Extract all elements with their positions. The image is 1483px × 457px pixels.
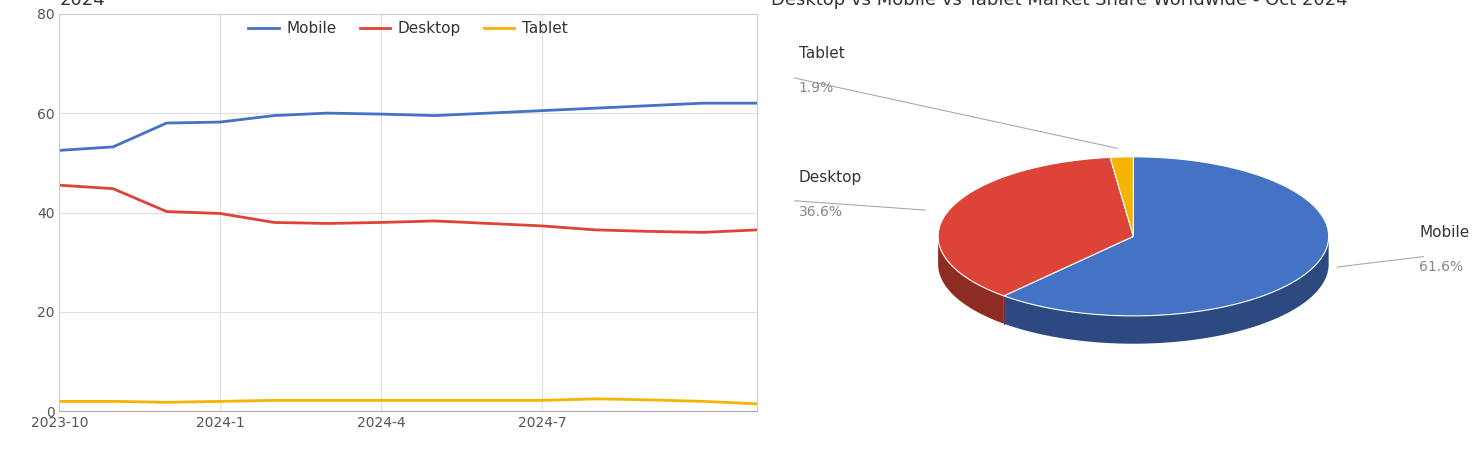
Mobile [265, 113, 283, 118]
Tablet [587, 396, 605, 402]
Tablet [157, 399, 175, 405]
Polygon shape [939, 237, 1004, 324]
Text: 36.6%: 36.6% [799, 205, 842, 218]
Desktop [50, 182, 68, 188]
Desktop [641, 228, 658, 234]
Desktop [747, 227, 765, 233]
Mobile [534, 108, 552, 113]
Tablet [747, 401, 765, 407]
Tablet [372, 398, 390, 403]
Polygon shape [1004, 157, 1329, 316]
Mobile [157, 120, 175, 126]
Text: Desktop vs Mobile vs Tablet Market Share Worldwide Oct 2023 - Oct
2024: Desktop vs Mobile vs Tablet Market Share… [59, 0, 673, 10]
Tablet [426, 398, 443, 403]
Desktop [157, 209, 175, 214]
Text: Mobile: Mobile [1419, 225, 1470, 240]
Mobile [50, 148, 68, 153]
Tablet [534, 398, 552, 403]
Mobile [694, 101, 712, 106]
Text: Tablet: Tablet [799, 47, 844, 61]
Line: Mobile: Mobile [59, 103, 756, 150]
Mobile [426, 113, 443, 118]
Desktop [694, 229, 712, 235]
Text: 61.6%: 61.6% [1419, 260, 1464, 274]
Desktop [319, 221, 337, 226]
Mobile [747, 101, 765, 106]
Tablet [212, 399, 230, 404]
Mobile [212, 119, 230, 125]
Desktop [426, 218, 443, 223]
Tablet [104, 399, 122, 404]
Line: Desktop: Desktop [59, 185, 756, 232]
Desktop [534, 223, 552, 228]
Mobile [479, 111, 497, 116]
Desktop [587, 227, 605, 233]
Mobile [319, 111, 337, 116]
Tablet [50, 399, 68, 404]
Desktop [265, 220, 283, 225]
Desktop [212, 211, 230, 216]
Polygon shape [939, 157, 1133, 296]
Desktop [479, 221, 497, 226]
Polygon shape [1004, 237, 1329, 344]
Tablet [319, 398, 337, 403]
Desktop [104, 186, 122, 191]
Mobile [104, 144, 122, 149]
Tablet [479, 398, 497, 403]
Tablet [694, 399, 712, 404]
Tablet [641, 397, 658, 403]
Line: Tablet: Tablet [59, 399, 756, 404]
Desktop [372, 220, 390, 225]
Legend: Mobile, Desktop, Tablet: Mobile, Desktop, Tablet [248, 21, 568, 37]
Mobile [641, 103, 658, 108]
Mobile [587, 106, 605, 111]
Tablet [265, 398, 283, 403]
Text: Desktop vs Mobile vs Tablet Market Share Worldwide - Oct 2024: Desktop vs Mobile vs Tablet Market Share… [771, 0, 1348, 10]
Text: Desktop: Desktop [799, 170, 862, 185]
Mobile [372, 112, 390, 117]
Polygon shape [1111, 157, 1133, 236]
Text: 1.9%: 1.9% [799, 81, 833, 96]
